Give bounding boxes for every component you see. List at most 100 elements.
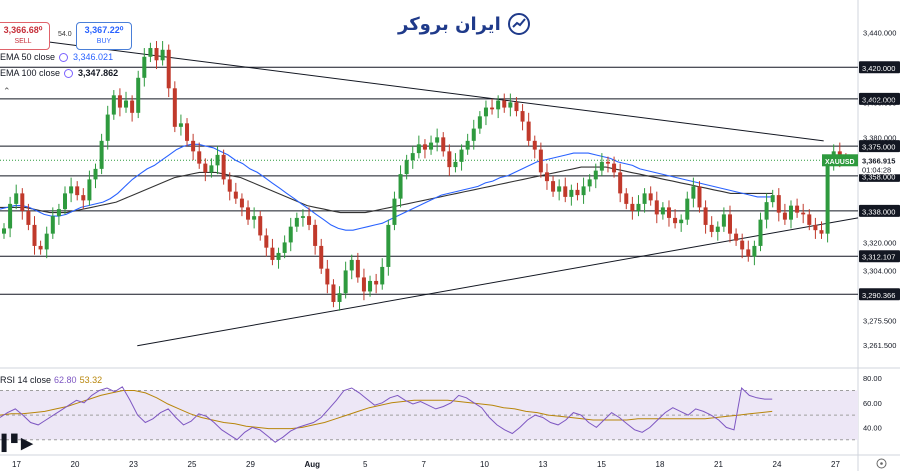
candle-body (26, 210, 31, 225)
candle-body (630, 203, 635, 211)
sell-label: SELL (14, 38, 32, 45)
level-label-bg (859, 204, 900, 217)
candle-body (563, 186, 568, 197)
time-tick-label: Aug (305, 460, 321, 469)
candle-body (477, 116, 482, 129)
candle-body (166, 49, 171, 89)
candle-body (233, 191, 238, 199)
ema100-value: 3,347.862 (78, 68, 119, 78)
candle-body (87, 179, 92, 201)
tradingview-logo[interactable]: ▍▘▶ (2, 435, 33, 452)
rsi-ma-line (0, 390, 773, 430)
candle-body (575, 189, 580, 196)
candle-body (148, 48, 153, 57)
sell-button[interactable]: 3,366.68⁰ SELL (0, 22, 50, 50)
spread-value: 54.0 (58, 31, 72, 38)
candle-body (142, 56, 147, 78)
candle-body (75, 186, 80, 196)
candle-body (715, 226, 720, 232)
candle-body (368, 280, 373, 292)
candle-body (685, 198, 690, 220)
buy-button[interactable]: 3,367.22⁰ BUY (76, 22, 132, 50)
time-tick-label: 10 (480, 460, 489, 469)
horizontal-levels[interactable]: 3,420.000 3,402.000 3,375.000 3,358.000 3,33… (0, 61, 900, 301)
ema-lines (0, 143, 773, 231)
level-label: 3,375.000 (862, 143, 895, 152)
time-tick-label: 18 (656, 460, 665, 469)
candle-body (38, 245, 43, 250)
candle-body (2, 228, 6, 234)
candle-body (227, 179, 232, 192)
price-tick-label: 3,261.500 (863, 341, 896, 350)
trendlines[interactable] (0, 35, 859, 347)
candle-body (337, 293, 342, 302)
candle-body (93, 168, 98, 180)
candle-body (374, 280, 379, 285)
rsi-value: 62.80 (54, 375, 77, 385)
globe-icon[interactable] (876, 458, 887, 469)
buy-label: BUY (96, 38, 112, 45)
candle-body (429, 142, 434, 150)
candle-body (215, 154, 220, 166)
candle-body (734, 233, 739, 241)
ema50-legend[interactable]: EMA 50 close 3,346.021 (0, 52, 113, 62)
candle-body (154, 48, 159, 61)
candle-body (325, 268, 330, 285)
candle-body (209, 165, 214, 173)
candle-body (435, 137, 440, 143)
candle-body (746, 249, 751, 257)
candle-body (130, 100, 135, 113)
rsi-line (0, 386, 773, 443)
candle-body (587, 179, 592, 187)
candle-body (307, 216, 312, 225)
time-axis[interactable]: 17 20 23 25 29 Aug 5 7 10 13 15 18 21 24 27 (12, 460, 840, 469)
level-label-bg (859, 250, 900, 263)
eye-icon[interactable] (64, 69, 74, 78)
rsi-ma-value: 53.32 (79, 375, 103, 385)
eye-icon[interactable] (59, 53, 69, 62)
candle-body (319, 245, 324, 269)
level-label: 3,358.000 (862, 172, 895, 181)
time-tick-label: 23 (129, 460, 138, 469)
candle-body (483, 107, 488, 117)
candle-body (538, 149, 543, 173)
candle-body (203, 163, 208, 173)
time-tick-label: 5 (363, 460, 368, 469)
candle-body (514, 102, 519, 112)
candle-body (380, 266, 385, 285)
candle-body (197, 151, 202, 164)
ema100-legend[interactable]: EMA 100 close 3,347.862 (0, 68, 118, 78)
buy-price: 3,367.22⁰ (84, 25, 124, 35)
candle-body (520, 111, 525, 122)
candle-body (801, 212, 806, 215)
candle-body (666, 207, 671, 218)
brand-text: ایران بروکر (398, 13, 501, 35)
candle-body (361, 277, 366, 292)
candle-body (654, 200, 659, 215)
rsi-tick-label: 60.00 (863, 399, 882, 408)
candles (2, 41, 848, 311)
candle-body (69, 186, 74, 194)
candle-body (422, 144, 427, 150)
ema100-line (0, 166, 773, 214)
candle-body (416, 144, 421, 154)
candle-body (703, 207, 708, 225)
level-label-bg (859, 288, 900, 301)
symbol-tag-bg (822, 154, 858, 167)
candle-body (764, 202, 769, 220)
rsi-legend[interactable]: RSI 14 close 62.80 53.32 (0, 375, 102, 385)
candle-body (398, 174, 403, 199)
candle-body (136, 77, 141, 113)
candle-body (50, 216, 55, 234)
candle-body (502, 100, 507, 108)
level-label: 3,338.000 (862, 207, 895, 216)
time-tick-label: 20 (71, 460, 80, 469)
level-label-bg (859, 61, 900, 74)
time-tick-label: 13 (539, 460, 548, 469)
candle-countdown: 01:04:28 (862, 165, 891, 174)
time-tick-label: 29 (246, 460, 255, 469)
chevron-up-icon[interactable]: ⌃ (3, 86, 11, 96)
candle-body (740, 240, 745, 250)
